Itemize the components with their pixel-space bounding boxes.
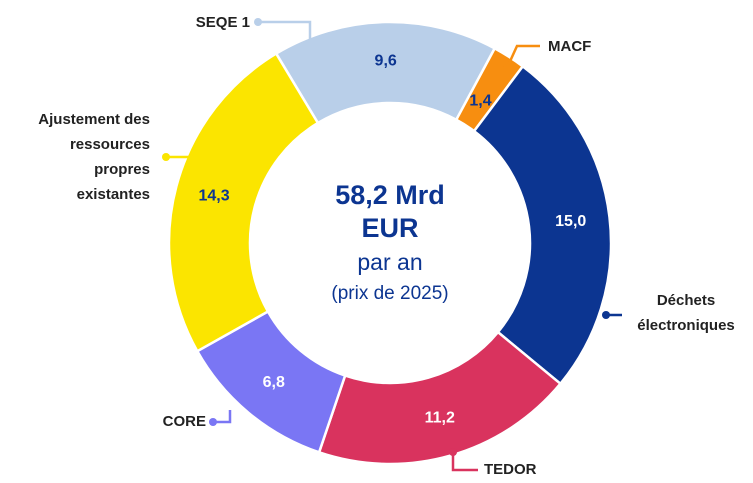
connector-dot bbox=[254, 18, 262, 26]
value-label: 15,0 bbox=[555, 213, 586, 230]
value-label: 14,3 bbox=[199, 188, 230, 205]
connector-dot bbox=[209, 418, 217, 426]
category-label: TEDOR bbox=[484, 461, 537, 478]
connector-dot bbox=[449, 448, 457, 456]
center-text: 58,2 Mrd bbox=[335, 180, 445, 210]
value-label: 6,8 bbox=[263, 374, 285, 391]
category-label: SEQE 1 bbox=[195, 14, 250, 31]
center-text: (prix de 2025) bbox=[331, 283, 448, 304]
connector-line bbox=[213, 410, 232, 424]
connector-line bbox=[258, 20, 312, 40]
value-label: 1,4 bbox=[469, 93, 491, 110]
category-label: CORE bbox=[162, 413, 206, 430]
category-label: MACF bbox=[548, 38, 592, 55]
category-label: Déchets électroniques bbox=[637, 292, 735, 334]
center-text: EUR bbox=[361, 213, 418, 243]
donut-segment bbox=[167, 51, 320, 353]
connector-line bbox=[505, 44, 540, 69]
connector-dot bbox=[162, 153, 170, 161]
category-label: Ajustement des ressources propres exista… bbox=[38, 111, 150, 203]
donut-segment bbox=[472, 64, 613, 386]
connector-dot bbox=[602, 311, 610, 319]
value-label: 11,2 bbox=[425, 409, 455, 426]
center-text: par an bbox=[357, 249, 422, 275]
connector-dot bbox=[503, 64, 511, 72]
connector-line bbox=[451, 452, 478, 472]
value-label: 9,6 bbox=[375, 52, 397, 69]
